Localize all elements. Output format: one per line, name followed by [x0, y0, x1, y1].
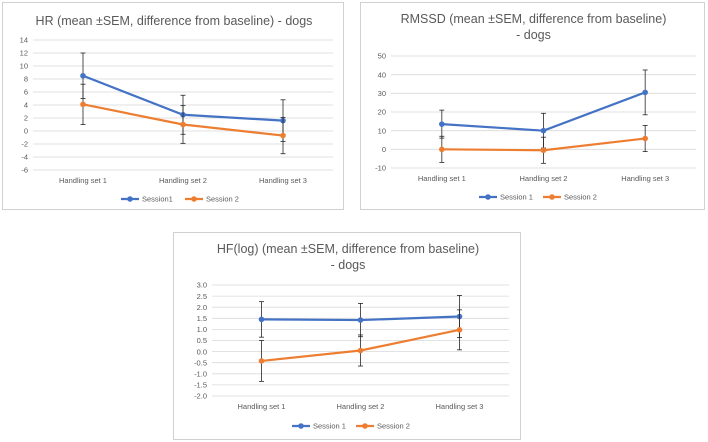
y-tick-label: 10 [20, 62, 28, 71]
hr-chart: HR (mean ±SEM, difference from baseline)… [20, 14, 333, 204]
chart-title: - dogs [331, 258, 366, 272]
y-tick-label: -0.5 [194, 358, 207, 367]
y-tick-label: 0 [382, 145, 386, 154]
y-tick-label: -6 [21, 166, 28, 175]
y-tick-label: 2.5 [197, 292, 207, 301]
y-tick-label: -1.0 [194, 370, 207, 379]
y-tick-label: -10 [375, 164, 386, 173]
y-tick-label: 12 [20, 49, 28, 58]
data-point [439, 146, 445, 153]
legend-marker [298, 423, 304, 429]
data-point [456, 327, 463, 333]
legend-marker [127, 196, 133, 202]
y-tick-label: 30 [378, 89, 386, 98]
data-point [80, 72, 86, 79]
legend-label: Session 1 [313, 422, 346, 431]
y-tick-label: 0 [24, 127, 28, 136]
y-tick-label: 1.0 [197, 325, 207, 334]
y-tick-label: 40 [378, 70, 386, 79]
chart-panel-hr: HR (mean ±SEM, difference from baseline)… [2, 2, 344, 210]
y-tick-label: -4 [21, 153, 28, 162]
y-tick-label: -1.5 [194, 381, 207, 390]
y-tick-label: -2.0 [194, 392, 207, 401]
legend-marker [485, 194, 491, 200]
chart-panel-rmssd: RMSSD (mean ±SEM, difference from baseli… [360, 2, 705, 210]
x-category-label: Handling set 2 [159, 176, 207, 185]
chart-title: HF(log) (mean ±SEM, difference from base… [217, 242, 479, 256]
legend-marker [191, 196, 197, 202]
x-category-label: Handling set 1 [418, 174, 466, 183]
y-tick-label: 0.0 [197, 347, 207, 356]
data-point [540, 147, 547, 154]
x-category-label: Handling set 3 [436, 402, 484, 411]
x-category-label: Handling set 3 [621, 174, 669, 183]
chart-title: - dogs [516, 28, 551, 42]
legend-label: Session 2 [206, 195, 239, 204]
legend-marker [362, 423, 368, 429]
data-point [258, 316, 265, 323]
hf-chart: HF(log) (mean ±SEM, difference from base… [194, 242, 509, 431]
rmssd-chart: RMSSD (mean ±SEM, difference from baseli… [375, 12, 696, 202]
data-point [280, 132, 286, 139]
y-tick-label: 0.5 [197, 336, 207, 345]
data-point [642, 135, 648, 142]
data-point [642, 89, 648, 96]
y-tick-label: 14 [20, 36, 28, 45]
y-tick-label: -2 [21, 140, 28, 149]
x-category-label: Handling set 3 [259, 176, 307, 185]
y-tick-label: 2.0 [197, 303, 207, 312]
data-point [439, 121, 445, 127]
chart-panel-hf: HF(log) (mean ±SEM, difference from base… [173, 232, 521, 440]
x-category-label: Handling set 1 [59, 176, 107, 185]
data-point [180, 121, 186, 128]
data-point [258, 358, 265, 364]
y-tick-label: 8 [24, 75, 28, 84]
x-category-label: Handling set 1 [238, 402, 286, 411]
legend-label: Session1 [142, 195, 173, 204]
data-point [357, 317, 364, 323]
x-category-label: Handling set 2 [337, 402, 385, 411]
data-point [540, 127, 547, 134]
y-tick-label: 50 [378, 52, 386, 61]
legend-label: Session 2 [377, 422, 410, 431]
y-tick-label: 2 [24, 114, 28, 123]
y-tick-label: 1.5 [197, 314, 207, 323]
y-tick-label: 6 [24, 88, 28, 97]
data-point [80, 101, 86, 108]
y-tick-label: 3.0 [197, 281, 207, 290]
x-category-label: Handling set 2 [520, 174, 568, 183]
chart-title: HR (mean ±SEM, difference from baseline)… [36, 14, 313, 28]
y-tick-label: 20 [378, 108, 386, 117]
chart-title: RMSSD (mean ±SEM, difference from baseli… [401, 12, 667, 26]
y-tick-label: 4 [24, 101, 28, 110]
y-tick-label: 10 [378, 126, 386, 135]
legend-marker [549, 194, 555, 200]
legend-label: Session 2 [564, 193, 597, 202]
data-point [357, 347, 364, 354]
legend-label: Session 1 [500, 193, 533, 202]
